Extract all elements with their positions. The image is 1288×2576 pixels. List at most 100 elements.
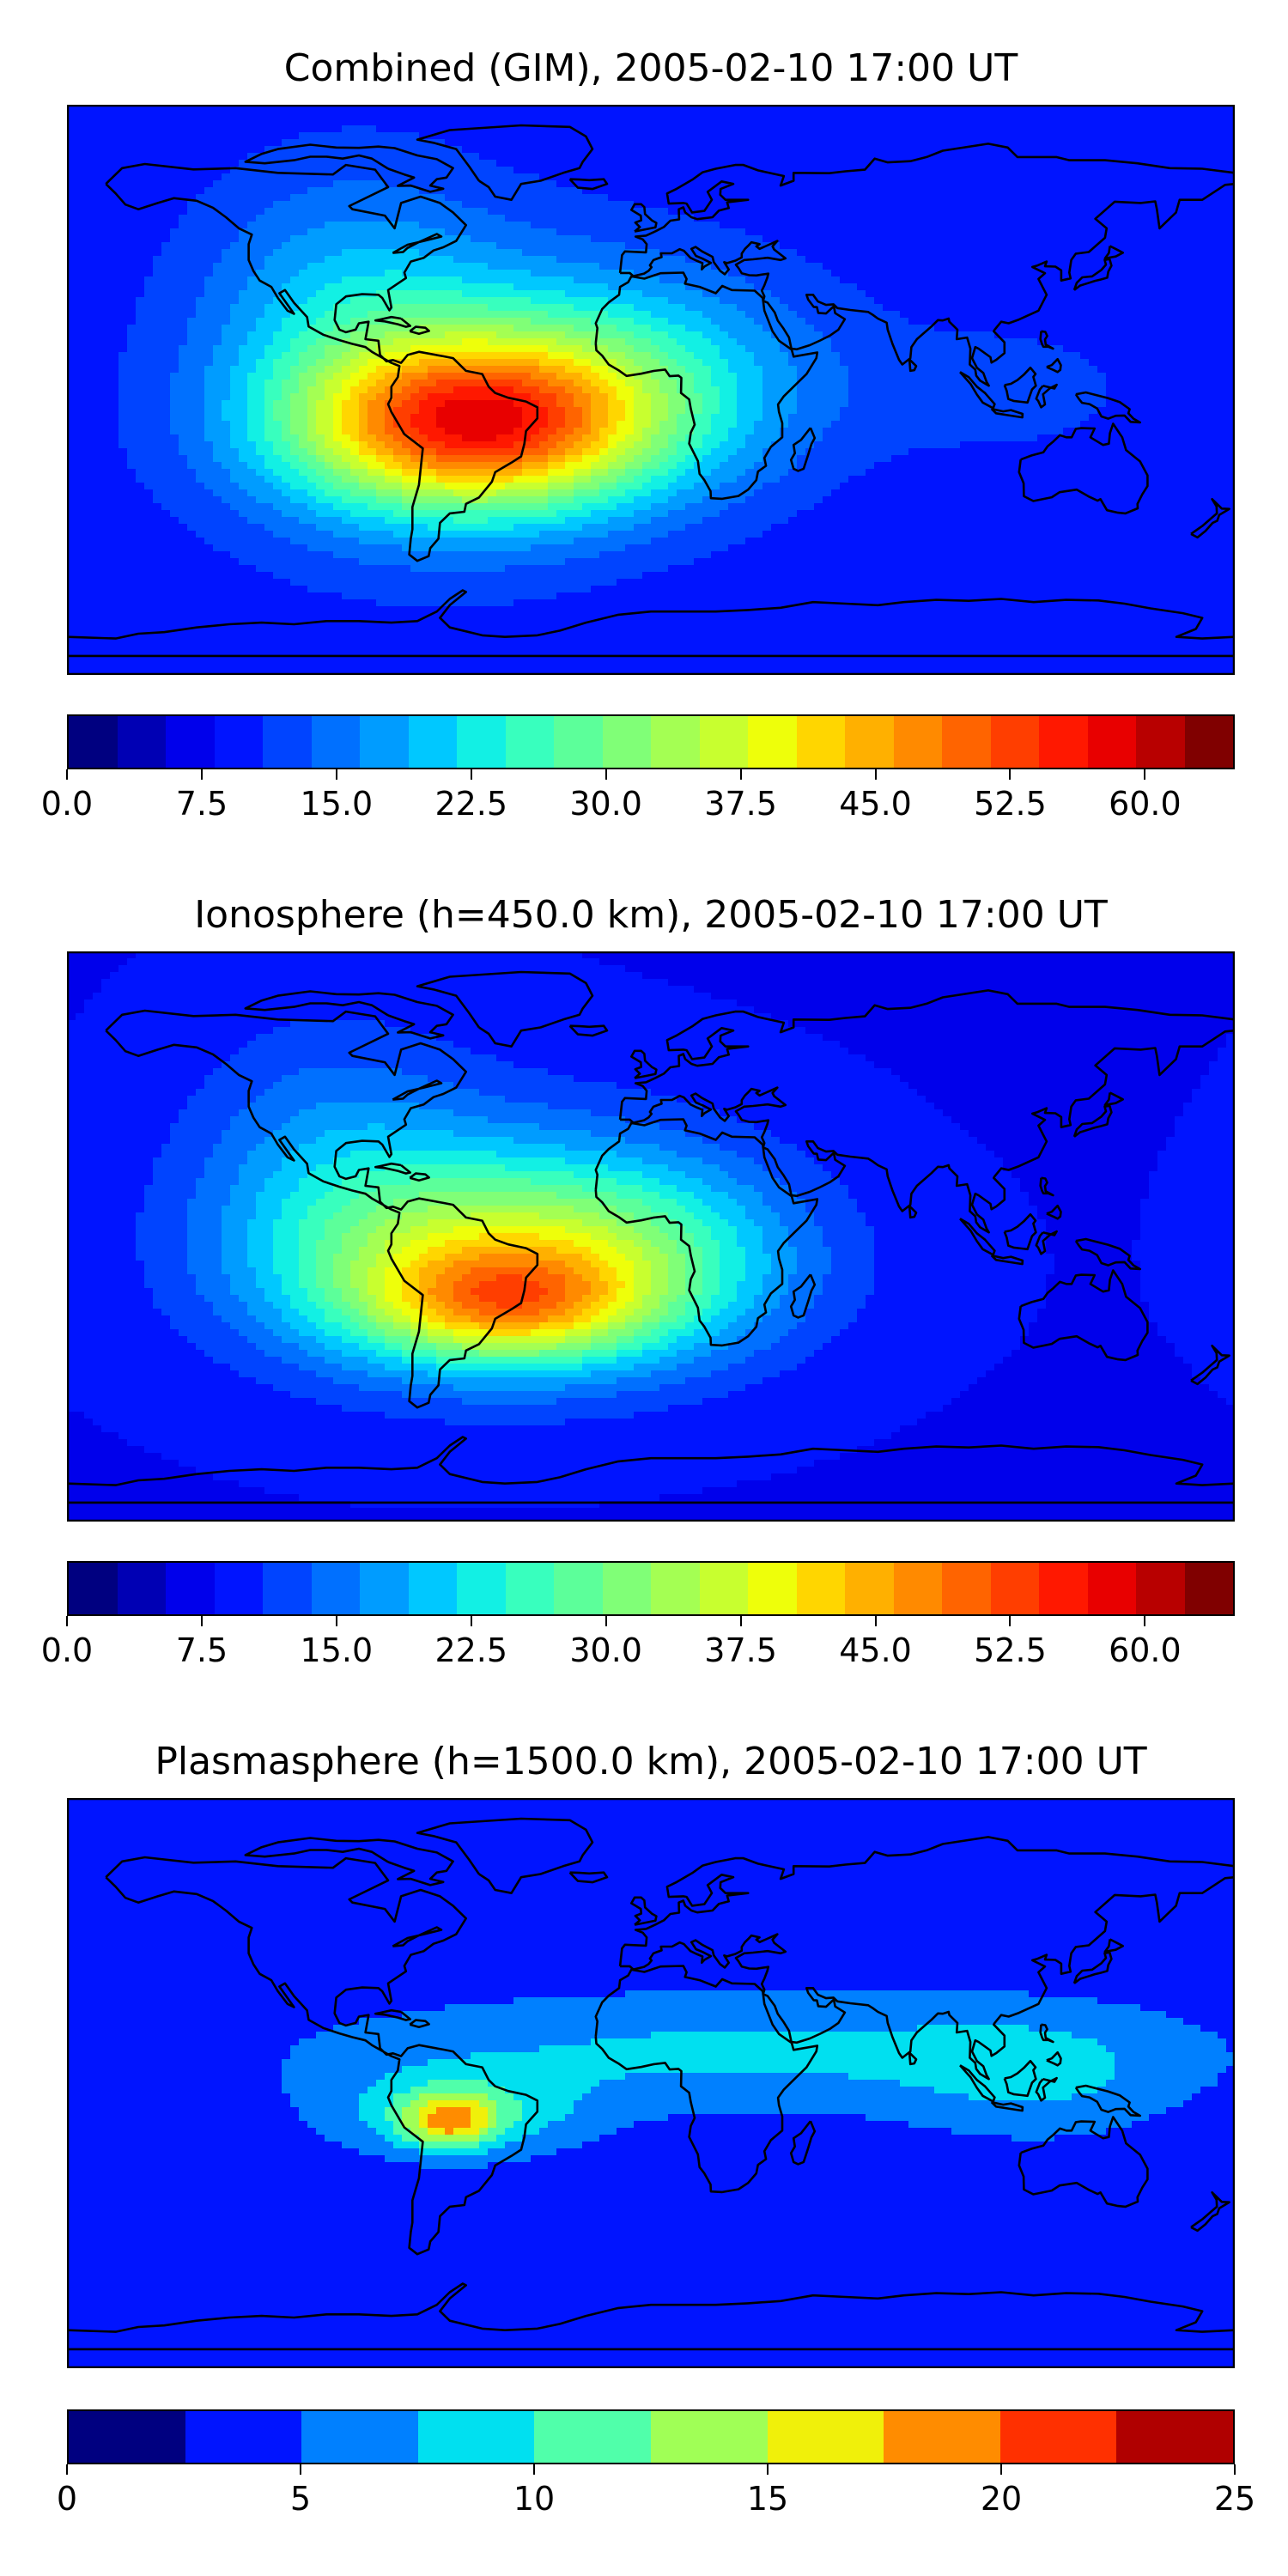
colorbar-segment: [1087, 716, 1136, 768]
colorbar-ticks-ionosphere: 0.0 7.5 15.0 22.5 30.0 37.5 45.0 52.5 60.0: [41, 1616, 1235, 1669]
colorbar-tick-label: 10: [465, 2480, 603, 2518]
coastline: [67, 1436, 1235, 1504]
tec-field: [67, 1798, 1235, 2368]
coastline: [908, 2051, 918, 2066]
coastline: [568, 1871, 609, 1884]
coastline: [789, 2120, 817, 2166]
coastline: [374, 2008, 412, 2021]
colorbar-segment: [1116, 2411, 1233, 2463]
colorbar-segment: [845, 1563, 894, 1614]
coastline: [374, 315, 412, 328]
coastline: [416, 124, 594, 201]
coastline: [594, 1118, 819, 1347]
coastline: [959, 371, 996, 410]
colorbar-tick-label: 37.5: [672, 785, 810, 823]
coastline: [594, 271, 819, 501]
tec-field: [67, 951, 1235, 1522]
coastline: [244, 1837, 454, 1886]
colorbar-segment: [651, 716, 700, 768]
colorbar-segment: [990, 716, 1039, 768]
colorbar-tick-label: 15.0: [268, 785, 405, 823]
colorbar-segment: [534, 2411, 651, 2463]
colorbar-segment: [166, 716, 215, 768]
colorbar-segment: [554, 1563, 603, 1614]
coastline: [1035, 2076, 1058, 2102]
coastline: [1046, 2050, 1062, 2067]
colorbar-segment: [1184, 1563, 1233, 1614]
coastline: [908, 1205, 918, 1219]
colorbar-segment: [1039, 1563, 1088, 1614]
colorbar-tick-label: 30.0: [538, 785, 675, 823]
colorbar-segment: [990, 1563, 1039, 1614]
colorbar-segment: [1087, 1563, 1136, 1614]
colorbar-segment: [602, 1563, 651, 1614]
coastline: [1074, 391, 1141, 424]
colorbar-segment: [214, 716, 263, 768]
coastline: [568, 178, 609, 191]
coastline: [618, 989, 1235, 1234]
coastline: [568, 1024, 609, 1037]
coastline: [416, 1817, 594, 1894]
colorbar-segment: [893, 716, 942, 768]
colorbar-tick-label: 7.5: [133, 1631, 270, 1669]
colorbar-segment: [263, 1563, 312, 1614]
coastline: [990, 1254, 1024, 1266]
coastline: [1046, 357, 1062, 374]
colorbar-tick-label: 60.0: [1076, 1631, 1213, 1669]
coastline: [1046, 1204, 1062, 1220]
colorbar-segment: [602, 716, 651, 768]
coastline: [959, 2064, 996, 2103]
colorbar-segment: [1136, 716, 1185, 768]
colorbar-segment: [311, 1563, 360, 1614]
colorbar-tick-label: 0: [0, 2480, 136, 2518]
colorbar-segment: [651, 1563, 700, 1614]
colorbar-segment: [505, 1563, 554, 1614]
colorbar-tick-label: 45.0: [807, 1631, 945, 1669]
colorbar-segment: [699, 1563, 748, 1614]
coastline: [990, 407, 1024, 419]
coastline: [1072, 258, 1113, 291]
coastline: [1003, 2059, 1037, 2098]
colorbar-tick-label: 37.5: [672, 1631, 810, 1669]
colorbar-segment: [1039, 716, 1088, 768]
map-title-plasmasphere: Plasmasphere (h=1500.0 km), 2005-02-10 1…: [67, 1738, 1235, 1786]
colorbar-segment: [942, 716, 991, 768]
coastline: [1035, 1230, 1058, 1255]
colorbar-combined: [67, 714, 1235, 769]
coastline: [1035, 383, 1058, 409]
colorbar-segment: [796, 716, 845, 768]
map-title-ionosphere: Ionosphere (h=450.0 km), 2005-02-10 17:0…: [67, 891, 1235, 939]
colorbar-segment: [457, 1563, 506, 1614]
coastline: [409, 325, 430, 336]
colorbar-tick-label: 0.0: [0, 785, 136, 823]
coastline: [1072, 1104, 1113, 1138]
colorbar-segment: [796, 1563, 845, 1614]
coastline: [1190, 497, 1230, 539]
colorbar-segment: [999, 2411, 1117, 2463]
colorbar-segment: [884, 2411, 1000, 2463]
coastline: [244, 990, 454, 1040]
coastline: [908, 358, 918, 373]
coastline: [629, 1049, 658, 1079]
coastline: [1072, 1951, 1113, 1984]
coastline: [392, 233, 443, 254]
colorbar-ticks-combined: 0.0 7.5 15.0 22.5 30.0 37.5 45.0 52.5 60.0: [41, 769, 1235, 823]
coastline: [1103, 1938, 1124, 1953]
colorbar-segment: [505, 716, 554, 768]
colorbar-segment: [408, 716, 457, 768]
coastline: [1039, 1176, 1054, 1197]
coastline: [244, 143, 454, 193]
coastline: [409, 2019, 430, 2029]
coastline: [1074, 1237, 1141, 1271]
coastline: [1003, 366, 1037, 404]
coastline: [105, 1009, 539, 1409]
colorbar-segment: [893, 1563, 942, 1614]
coastline: [618, 1836, 1235, 2081]
coastline: [789, 1273, 817, 1319]
coastline: [1190, 1344, 1230, 1386]
colorbar-plasmasphere: [67, 2409, 1235, 2464]
map-frame: [67, 1798, 1235, 2368]
coastline: [1103, 1091, 1124, 1107]
coastline: [959, 1218, 996, 1256]
coastline: [1003, 1212, 1037, 1251]
